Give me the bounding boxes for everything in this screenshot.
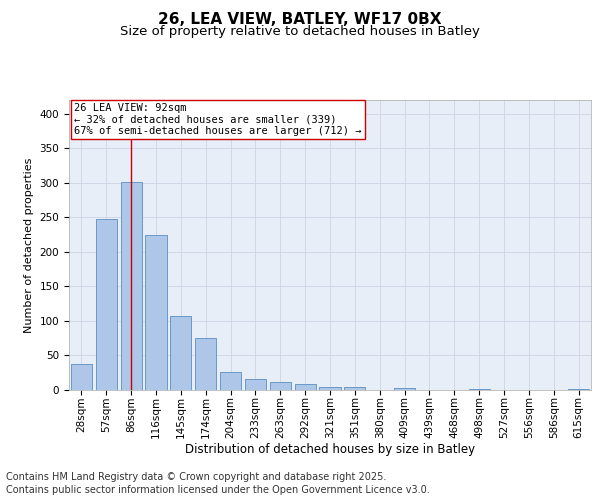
Bar [295,384,316,390]
Bar [220,372,241,390]
Bar [344,387,365,390]
Bar [270,382,291,390]
Text: Contains public sector information licensed under the Open Government Licence v3: Contains public sector information licen… [6,485,430,495]
Text: Contains HM Land Registry data © Crown copyright and database right 2025.: Contains HM Land Registry data © Crown c… [6,472,386,482]
Text: 26 LEA VIEW: 92sqm
← 32% of detached houses are smaller (339)
67% of semi-detach: 26 LEA VIEW: 92sqm ← 32% of detached hou… [74,103,362,136]
Bar [145,236,167,390]
Text: Size of property relative to detached houses in Batley: Size of property relative to detached ho… [120,25,480,38]
Bar [319,386,341,390]
Bar [96,219,117,390]
Bar [121,182,142,390]
Bar [195,338,216,390]
Bar [170,316,191,390]
Bar [394,388,415,390]
Text: 26, LEA VIEW, BATLEY, WF17 0BX: 26, LEA VIEW, BATLEY, WF17 0BX [158,12,442,28]
Bar [469,388,490,390]
X-axis label: Distribution of detached houses by size in Batley: Distribution of detached houses by size … [185,442,475,456]
Y-axis label: Number of detached properties: Number of detached properties [24,158,34,332]
Bar [71,364,92,390]
Bar [245,379,266,390]
